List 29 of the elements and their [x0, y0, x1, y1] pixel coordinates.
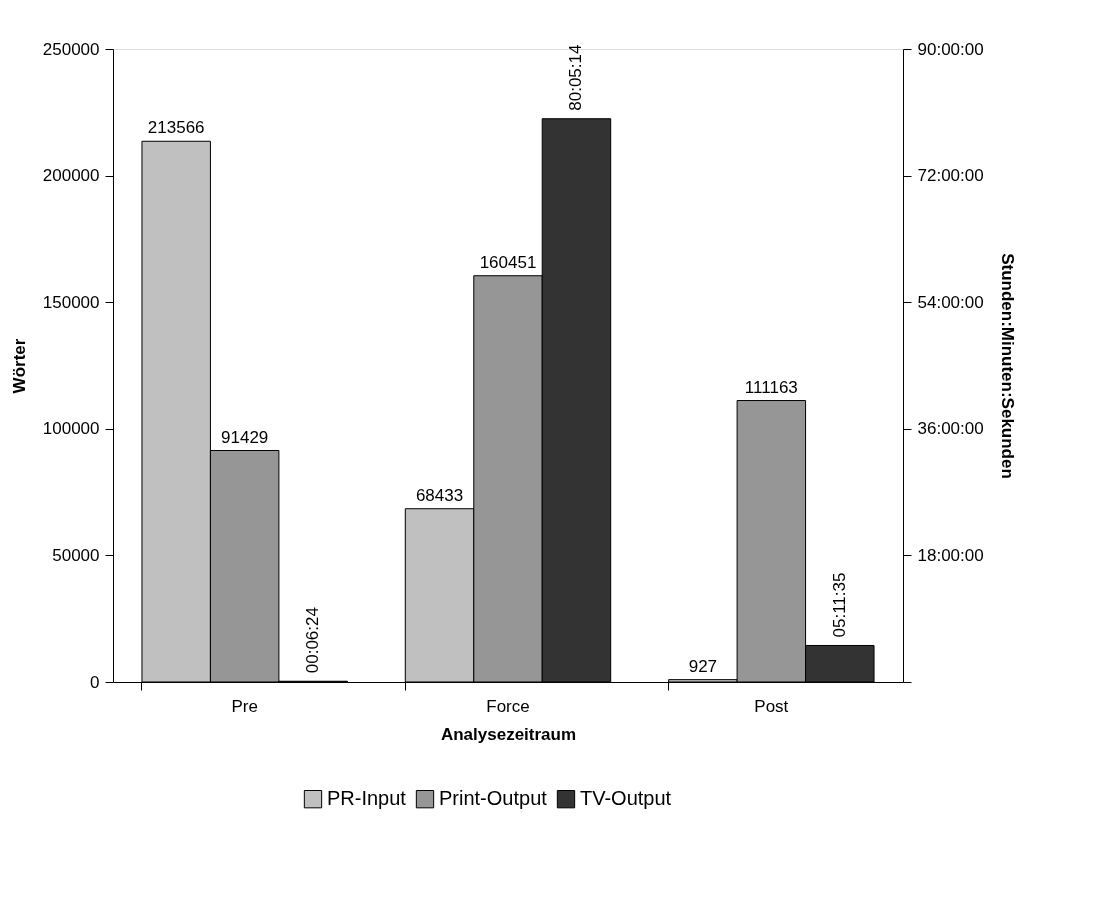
- data-label: 68433: [415, 485, 464, 505]
- y2-tick-label: 90:00:00: [917, 39, 984, 59]
- data-label: 80:05:14: [566, 44, 586, 111]
- y-tick-label: 200000: [42, 166, 100, 186]
- data-label: 927: [688, 656, 718, 676]
- y2-tick-label: 54:00:00: [917, 292, 984, 312]
- y2-axis-title: Stunden:Minuten:Sekunden: [997, 253, 1017, 479]
- y-tick-label: 0: [90, 672, 100, 692]
- data-label: 111163: [744, 377, 798, 397]
- y-tick-label: 250000: [42, 39, 100, 59]
- y2-tick-label: 36:00:00: [917, 419, 984, 439]
- x-tick-label: Pre: [231, 696, 258, 716]
- data-label: 00:06:24: [303, 607, 323, 674]
- y-tick-label: 150000: [42, 292, 100, 312]
- y-tick-label: 50000: [52, 545, 100, 565]
- data-label: 160451: [479, 252, 537, 272]
- legend-label: Print-Output: [439, 787, 548, 810]
- x-tick-label: Force: [486, 696, 530, 716]
- y2-tick-label: 18:00:00: [917, 545, 984, 565]
- x-axis-title: Analysezeitraum: [440, 724, 577, 744]
- legend-label: TV-Output: [580, 787, 672, 810]
- y-tick-label: 100000: [42, 419, 100, 439]
- data-label: 05:11:35: [829, 572, 849, 638]
- legend-label: PR-Input: [327, 787, 407, 810]
- y-axis-title: Wörter: [9, 338, 29, 394]
- data-label: 91429: [221, 427, 269, 447]
- y2-tick-label: 72:00:00: [917, 166, 984, 186]
- data-label: 213566: [147, 118, 205, 138]
- x-tick-label: Post: [754, 696, 789, 716]
